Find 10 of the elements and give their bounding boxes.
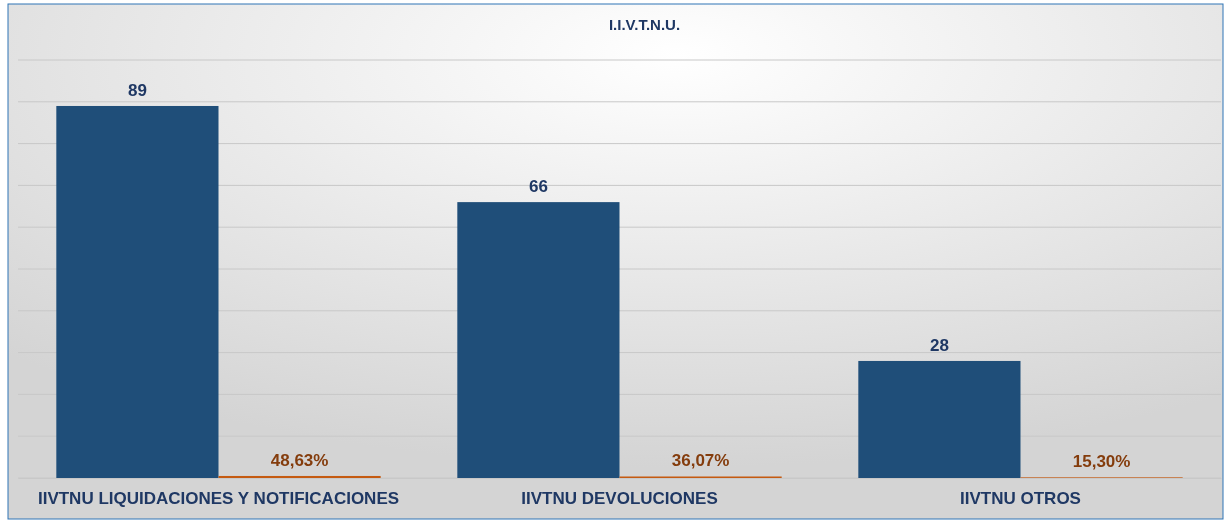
chart-title: I.I.V.T.N.U. bbox=[608, 16, 681, 33]
x-tick-label: IIVTNU DEVOLUCIONES bbox=[521, 489, 718, 509]
data-label: 89 bbox=[127, 80, 147, 100]
x-tick-label: IIVTNU LIQUIDACIONES Y NOTIFICACIONES bbox=[37, 489, 400, 509]
x-tick-label: IIVTNU OTROS bbox=[960, 489, 1081, 509]
data-label: 48,63% bbox=[270, 450, 329, 470]
data-label: 28 bbox=[929, 335, 949, 355]
data-label: 15,30% bbox=[1072, 452, 1131, 472]
data-label: 36,07% bbox=[671, 451, 730, 471]
data-label: 66 bbox=[528, 177, 548, 197]
